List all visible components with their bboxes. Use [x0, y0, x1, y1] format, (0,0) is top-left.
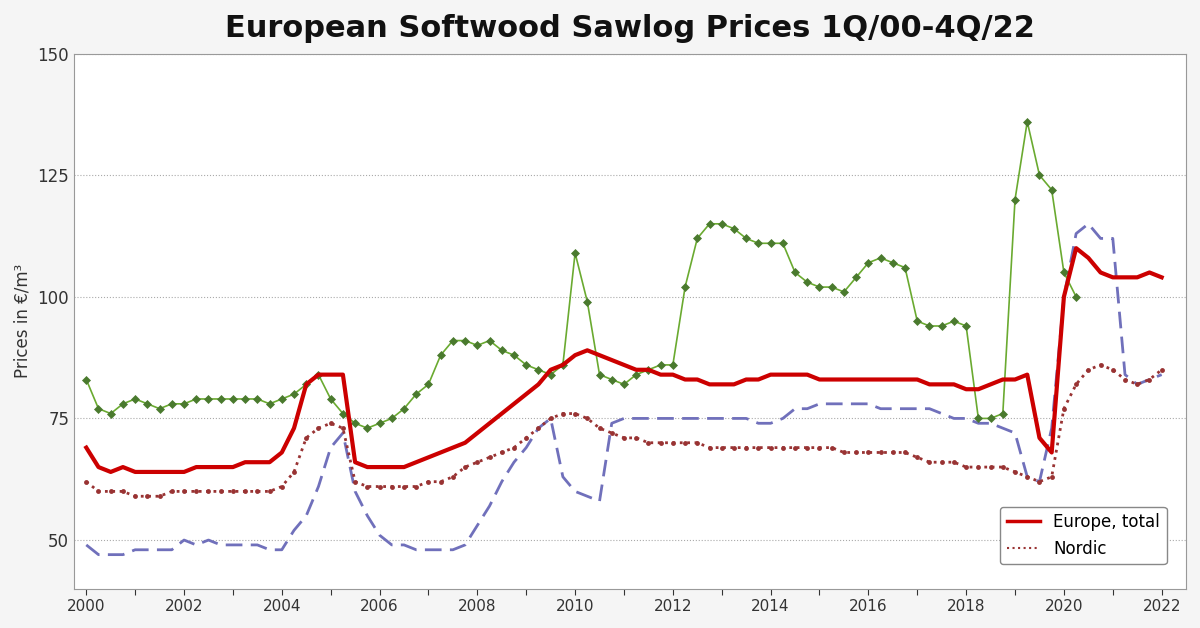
Legend: Europe, total, Nordic: Europe, total, Nordic [1000, 507, 1166, 565]
Y-axis label: Prices in €/m³: Prices in €/m³ [14, 264, 32, 378]
Title: European Softwood Sawlog Prices 1Q/00-4Q/22: European Softwood Sawlog Prices 1Q/00-4Q… [226, 14, 1036, 43]
